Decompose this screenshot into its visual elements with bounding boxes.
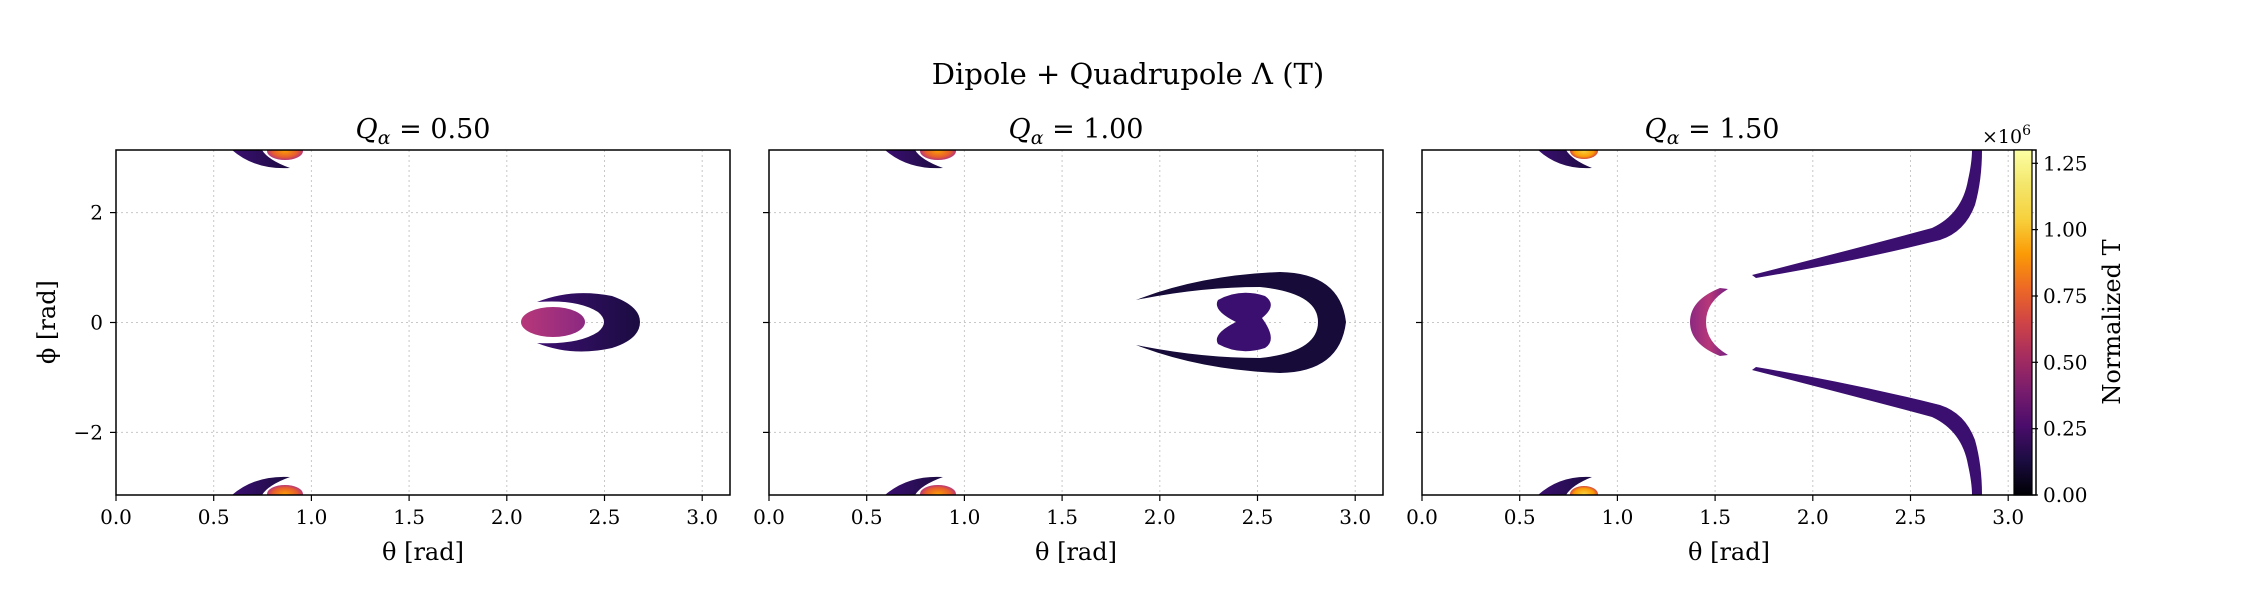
panel-2-xtick-label: 0.5 bbox=[851, 505, 883, 529]
panel-1-bottom-hot-spot bbox=[267, 485, 303, 495]
colorbar-ticks bbox=[2032, 162, 2038, 496]
panel-3-bottom-hot-spot bbox=[1570, 486, 1598, 495]
panel-1-xtick-label: 2.5 bbox=[589, 505, 621, 529]
panel-2-grid bbox=[768, 150, 1383, 495]
panel-3-grid bbox=[1421, 150, 2036, 495]
panel-1: Qα = 0.50 θ [rad] ϕ [rad] 0.0 0.5 1.0 1.… bbox=[33, 114, 731, 566]
panel-3-title: Qα = 1.50 bbox=[1645, 114, 1780, 149]
panel-1-inner-lobe bbox=[521, 307, 585, 337]
panel-3-upper-band bbox=[1752, 150, 1982, 278]
panel-2-bottom-crescent bbox=[885, 476, 943, 495]
panel-1-xtick-label: 1.0 bbox=[295, 505, 327, 529]
panel-2-title: Qα = 1.00 bbox=[1009, 114, 1144, 149]
panel-2-white-gap bbox=[1250, 296, 1302, 349]
panel-2-xtick-label: 1.5 bbox=[1046, 505, 1078, 529]
panel-3-lower-band bbox=[1752, 367, 1982, 495]
panel-3-xtick-label: 0.5 bbox=[1504, 505, 1536, 529]
panel-2-bottom-hot-spot bbox=[920, 485, 956, 495]
panel-1-ytick-label: −2 bbox=[74, 420, 103, 444]
panel-1-xtick-label: 3.0 bbox=[686, 505, 718, 529]
panel-3-xtick-label: 2.5 bbox=[1895, 505, 1927, 529]
panel-1-xticks bbox=[115, 495, 703, 501]
colorbar-tick-label: 1.25 bbox=[2043, 151, 2088, 175]
panel-1-outer-crescent bbox=[537, 293, 640, 352]
panel-2-xtick-labels: 0.0 0.5 1.0 1.5 2.0 2.5 3.0 bbox=[753, 505, 1371, 529]
colorbar: 0.00 0.25 0.50 0.75 1.00 1.25 ×106 Norma… bbox=[1982, 123, 2126, 507]
panel-3-xlabel: θ [rad] bbox=[1688, 538, 1770, 566]
colorbar-tick-label: 0.50 bbox=[2043, 350, 2088, 374]
panel-1-title: Qα = 0.50 bbox=[356, 114, 491, 149]
panel-2-xticks bbox=[763, 212, 1356, 501]
panel-3-bottom-crescent bbox=[1538, 476, 1592, 495]
colorbar-tick-labels: 0.00 0.25 0.50 0.75 1.00 1.25 bbox=[2043, 151, 2088, 507]
panel-3-top-hot-spot bbox=[1570, 150, 1598, 159]
panel-3-xtick-label: 0.0 bbox=[1406, 505, 1438, 529]
panel-1-ytick-labels: 2 0 −2 bbox=[74, 201, 103, 445]
colorbar-gradient bbox=[2013, 149, 2033, 496]
panel-1-xtick-label: 0.5 bbox=[198, 505, 230, 529]
panel-1-yticks bbox=[110, 212, 116, 433]
panel-3-xtick-label: 2.0 bbox=[1797, 505, 1829, 529]
panel-1-ytick-label: 2 bbox=[90, 201, 103, 225]
panel-2-xlabel: θ [rad] bbox=[1035, 538, 1117, 566]
colorbar-tick-label: 0.00 bbox=[2043, 483, 2088, 507]
panel-3-xtick-label: 1.0 bbox=[1601, 505, 1633, 529]
panel-3-xtick-labels: 0.0 0.5 1.0 1.5 2.0 2.5 3.0 bbox=[1406, 505, 2024, 529]
panel-2-top-hot-spot bbox=[920, 150, 956, 160]
colorbar-tick-label: 0.25 bbox=[2043, 417, 2088, 441]
panel-3-v-band bbox=[1690, 288, 1728, 356]
panel-3-xtick-label: 3.0 bbox=[1992, 505, 2024, 529]
panel-1-top-hot-spot bbox=[267, 150, 303, 160]
panel-1-xtick-labels: 0.0 0.5 1.0 1.5 2.0 2.5 3.0 bbox=[100, 505, 718, 529]
panel-2-xtick-label: 0.0 bbox=[753, 505, 785, 529]
panel-2-inner-lobe bbox=[1216, 292, 1271, 352]
colorbar-tick-label: 1.00 bbox=[2043, 218, 2088, 242]
figure-suptitle: Dipole + Quadrupole Λ (T) bbox=[932, 57, 1324, 91]
panel-1-bottom-crescent bbox=[232, 476, 290, 495]
panel-1-ylabel: ϕ [rad] bbox=[33, 280, 61, 364]
panel-1-xtick-label: 0.0 bbox=[100, 505, 132, 529]
panel-3-heatmap bbox=[1538, 150, 1982, 495]
panel-3-xticks bbox=[1416, 212, 2009, 501]
panel-2-xtick-label: 1.0 bbox=[948, 505, 980, 529]
panel-2-xtick-label: 2.0 bbox=[1144, 505, 1176, 529]
panel-1-ytick-label: 0 bbox=[90, 311, 103, 335]
colorbar-tick-label: 0.75 bbox=[2043, 284, 2088, 308]
panel-2-top-crescent bbox=[885, 150, 943, 169]
panel-1-top-crescent bbox=[232, 150, 290, 169]
panel-2-xtick-label: 3.0 bbox=[1339, 505, 1371, 529]
panel-2: Qα = 1.00 θ [rad] 0.0 0.5 1.0 1.5 2.0 2.… bbox=[753, 114, 1384, 566]
panel-3-xtick-label: 1.5 bbox=[1699, 505, 1731, 529]
colorbar-multiplier: ×106 bbox=[1982, 123, 2031, 148]
panel-3-top-crescent bbox=[1538, 150, 1592, 169]
panel-2-xtick-label: 2.5 bbox=[1242, 505, 1274, 529]
panel-3: Qα = 1.50 θ [rad] 0.0 0.5 1.0 1.5 2.0 2.… bbox=[1406, 114, 2037, 566]
panel-1-xtick-label: 2.0 bbox=[491, 505, 523, 529]
panel-1-xlabel: θ [rad] bbox=[382, 538, 464, 566]
panel-1-heatmap bbox=[232, 150, 640, 495]
panel-1-xtick-label: 1.5 bbox=[393, 505, 425, 529]
panel-2-heatmap bbox=[885, 150, 1346, 495]
colorbar-label: Normalized T bbox=[2098, 239, 2126, 404]
